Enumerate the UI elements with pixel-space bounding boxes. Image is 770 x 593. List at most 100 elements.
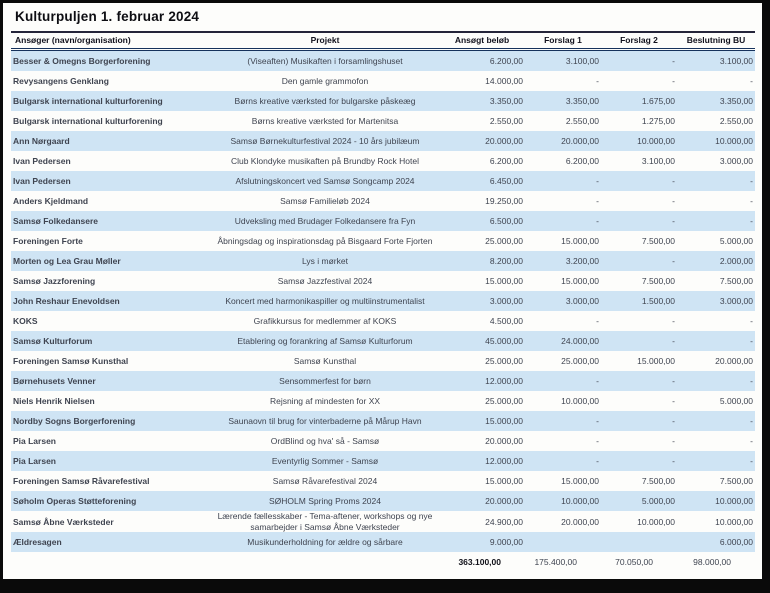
cell-projekt: Samsø Jazzfestival 2024 (277, 275, 373, 286)
cell-forslag2: - (672, 76, 675, 86)
cell-forslag2: 10.000,00 (637, 136, 675, 146)
cell-forslag2: - (672, 456, 675, 466)
cell-beslutning: 6.000,00 (719, 537, 753, 548)
table-row: Pia Larsen OrdBlind og hva' så - Samsø 20.… (11, 431, 755, 451)
cell-beslutning: 3.000,00 (719, 296, 753, 306)
cell-ansoegt: 3.350,00 (489, 96, 523, 106)
cell-forslag2: - (672, 216, 675, 226)
cell-forslag2: 1.675,00 (641, 96, 675, 106)
cell-ansoeger: Ivan Pedersen (13, 176, 71, 186)
cell-ansoegt: 4.500,00 (489, 316, 523, 326)
cell-ansoeger: KOKS (13, 316, 38, 326)
cell-beslutning: 3.000,00 (719, 156, 753, 166)
table-row: Morten og Lea Grau Møller Lys i mørket 8.2… (11, 251, 755, 271)
cell-forslag1: 25.000,00 (561, 356, 599, 366)
cell-forslag1: 15.000,00 (561, 236, 599, 246)
column-header-ansoegt-beloeb: Ansøgt beløb (439, 31, 525, 51)
cell-projekt: (Viseaften) Musikaften i forsamlingshuse… (247, 55, 403, 66)
cell-ansoeger: Revysangens Genklang (13, 76, 109, 86)
cell-forslag1: 2.550,00 (565, 116, 599, 126)
cell-projekt: Åbningsdag og inspirationsdag på Bisgaar… (217, 235, 433, 246)
cell-ansoeger: Samsø Folkedansere (13, 216, 99, 226)
table-row: Samsø Folkedansere Udveksling med Brudage… (11, 211, 755, 231)
cell-beslutning: 10.000,00 (715, 516, 753, 527)
table-row: Samsø Kulturforum Etablering og forankrin… (11, 331, 755, 351)
cell-projekt: Den gamle grammofon (281, 75, 369, 86)
cell-projekt: Etablering og forankring af Samsø Kultur… (237, 335, 413, 346)
cell-beslutning: 10.000,00 (715, 496, 753, 506)
cell-ansoeger: Samsø Kulturforum (13, 336, 93, 346)
cell-projekt: Lys i mørket (302, 255, 348, 266)
cell-beslutning: 5.000,00 (719, 236, 753, 246)
cell-beslutning: 3.100,00 (719, 56, 753, 66)
cell-ansoeger: Niels Henrik Nielsen (13, 396, 95, 406)
cell-forslag1: 15.000,00 (561, 276, 599, 286)
table-row: KOKS Grafikkursus for medlemmer af KOKS 4.… (11, 311, 755, 331)
cell-projekt: Saunaovn til brug for vinterbaderne på M… (228, 415, 422, 426)
cell-ansoeger: Besser & Omegns Borgerforening (13, 56, 151, 66)
document-page: Kulturpuljen 1. februar 2024 Ansøger (na… (3, 3, 762, 573)
cell-ansoegt: 20.000,00 (485, 436, 523, 446)
grant-table: Ansøger (navn/organisation) Projekt Ansø… (11, 31, 755, 573)
table-body: Besser & Omegns Borgerforening (Viseaften… (11, 49, 755, 553)
table-row: Foreningen Samsø Kunsthal Samsø Kunsthal 2… (11, 351, 755, 371)
cell-forslag2: 5.000,00 (641, 496, 675, 506)
cell-forslag1: 10.000,00 (561, 496, 599, 506)
cell-ansoeger: Søholm Operas Støtteforening (13, 496, 137, 506)
total-ansoegt-beloeb: 363.100,00 (439, 552, 525, 573)
cell-forslag2: - (672, 416, 675, 426)
cell-projekt: Eventyrlig Sommer - Samsø (271, 455, 379, 466)
cell-forslag2: - (672, 376, 675, 386)
cell-ansoeger: Anders Kjeldmand (13, 196, 89, 206)
cell-ansoeger: Foreningen Samsø Kunsthal (13, 356, 129, 366)
cell-ansoeger: Bulgarsk international kulturforening (13, 96, 163, 106)
cell-projekt: Samsø Kunsthal (293, 355, 357, 366)
cell-ansoegt: 45.000,00 (485, 336, 523, 346)
cell-beslutning: - (750, 416, 753, 426)
cell-forslag1: 6.200,00 (565, 156, 599, 166)
table-row: Niels Henrik Nielsen Rejsning af mindeste… (11, 391, 755, 411)
cell-ansoegt: 15.000,00 (485, 416, 523, 426)
cell-ansoegt: 12.000,00 (485, 456, 523, 466)
cell-ansoegt: 25.000,00 (485, 236, 523, 246)
cell-beslutning: - (750, 76, 753, 86)
total-forslag-2: 70.050,00 (601, 552, 677, 573)
cell-projekt: Lærende fællesskaber - Tema-aftener, wor… (217, 511, 433, 532)
cell-projekt: Samsø Børnekulturfestival 2024 - 10 års … (230, 135, 420, 146)
total-forslag-1: 175.400,00 (525, 552, 601, 573)
table-row: Bulgarsk international kulturforening Bør… (11, 91, 755, 111)
cell-projekt: SØHOLM Spring Proms 2024 (269, 495, 381, 506)
cell-forslag2: - (672, 256, 675, 266)
table-footer: 363.100,00 175.400,00 70.050,00 98.000,0… (11, 552, 755, 573)
cell-ansoegt: 20.000,00 (485, 496, 523, 506)
cell-ansoegt: 25.000,00 (485, 356, 523, 366)
cell-forslag2: 7.500,00 (641, 476, 675, 486)
cell-forslag2: - (672, 436, 675, 446)
cell-forslag2: 10.000,00 (637, 516, 675, 527)
column-header-ansoeger: Ansøger (navn/organisation) (11, 31, 211, 51)
table-row: Børnehusets Venner Sensommerfest for børn… (11, 371, 755, 391)
cell-forslag1: - (596, 76, 599, 86)
table-row: John Reshaur Enevoldsen Koncert med harmo… (11, 291, 755, 311)
table-row: Ann Nørgaard Samsø Børnekulturfestival 20… (11, 131, 755, 151)
cell-ansoegt: 25.000,00 (485, 396, 523, 406)
cell-forslag1: - (596, 416, 599, 426)
table-row: Foreningen Forte Åbningsdag og inspiratio… (11, 231, 755, 251)
cell-ansoeger: Foreningen Forte (13, 236, 83, 246)
cell-beslutning: - (750, 196, 753, 206)
cell-ansoeger: Ann Nørgaard (13, 136, 70, 146)
cell-forslag2: - (672, 336, 675, 346)
column-header-forslag-1: Forslag 1 (525, 31, 601, 51)
cell-forslag2: - (672, 316, 675, 326)
cell-ansoeger: Samsø Jazzforening (13, 276, 96, 286)
cell-forslag1: 10.000,00 (561, 396, 599, 406)
cell-beslutning: 20.000,00 (715, 356, 753, 366)
cell-forslag2: - (672, 176, 675, 186)
cell-ansoegt: 6.500,00 (489, 216, 523, 226)
table-row: Revysangens Genklang Den gamle grammofon 1… (11, 71, 755, 91)
cell-ansoegt: 24.900,00 (485, 516, 523, 527)
cell-beslutning: 2.550,00 (719, 116, 753, 126)
table-row: Ældresagen Musikunderholdning for ældre o… (11, 532, 755, 553)
cell-beslutning: - (750, 436, 753, 446)
total-beslutning-bu: 98.000,00 (677, 552, 755, 573)
